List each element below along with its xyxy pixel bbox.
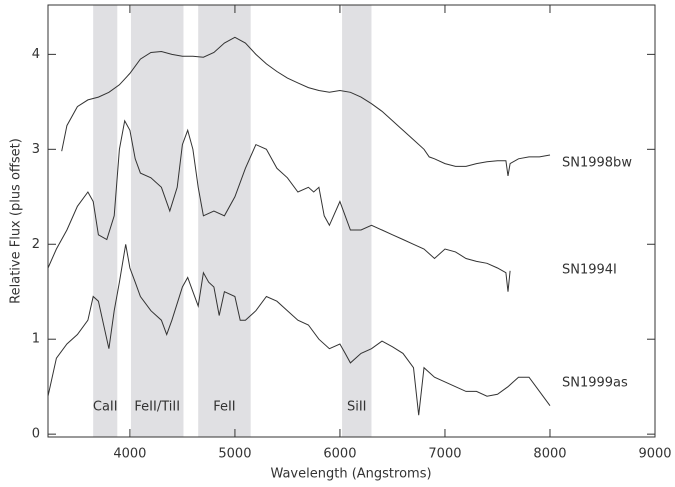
x-tick-label: 5000 (218, 447, 251, 462)
y-tick-label: 1 (32, 332, 40, 347)
band-label: SiII (347, 400, 367, 415)
series-label: SN1999as (562, 376, 628, 391)
absorption-band (93, 5, 118, 437)
x-tick-label: 7000 (428, 447, 461, 462)
x-tick-label: 9000 (638, 447, 671, 462)
x-axis-label: Wavelength (Angstroms) (270, 467, 431, 482)
band-label: FeII (213, 400, 235, 415)
plot-frame (47, 4, 656, 438)
band-label: CaII (93, 400, 118, 415)
absorption-band (198, 5, 251, 437)
spectrum-line (61, 36, 551, 176)
absorption-band (130, 5, 184, 437)
y-tick-label: 3 (32, 142, 40, 157)
x-tick-label: 6000 (323, 447, 356, 462)
x-tick-label: 8000 (533, 447, 566, 462)
absorption-band (342, 5, 372, 437)
spectrum-line (47, 244, 551, 416)
series-label: SN1994I (562, 263, 617, 278)
spectrum-line (47, 119, 511, 292)
y-tick-label: 0 (32, 427, 40, 442)
x-tick-label: 4000 (113, 447, 146, 462)
band-label: FeII/TiII (134, 400, 180, 415)
y-tick-label: 4 (32, 47, 40, 62)
y-tick-label: 2 (32, 237, 40, 252)
series-label: SN1998bw (562, 156, 632, 171)
y-axis-label: Relative Flux (plus offset) (9, 138, 24, 304)
